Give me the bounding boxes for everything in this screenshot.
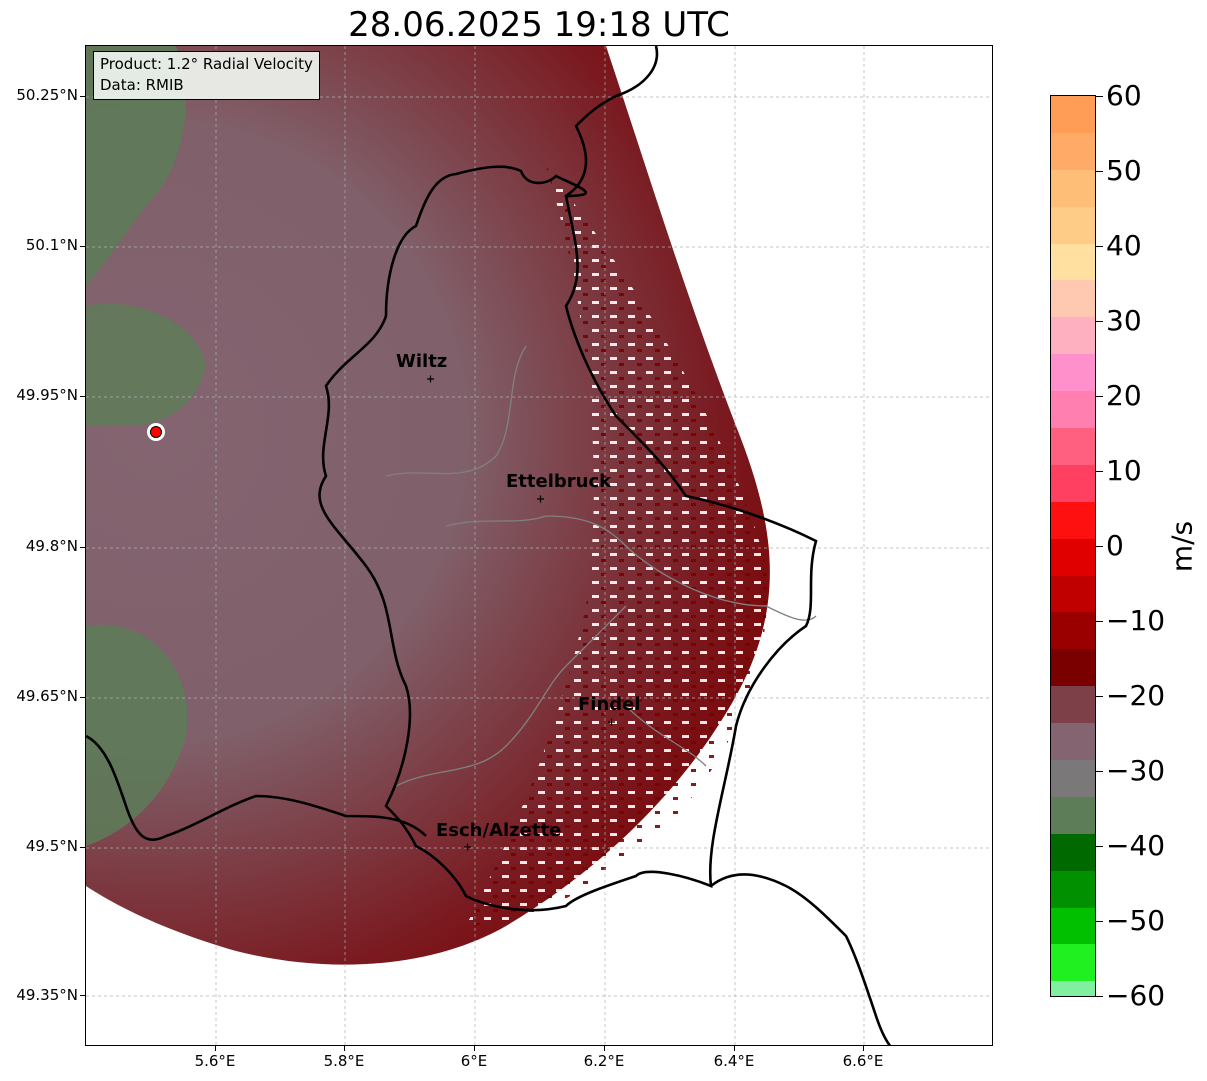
lat-tick-label: 49.65°N bbox=[16, 687, 78, 705]
colorbar-tick-label: 40 bbox=[1106, 229, 1142, 262]
lon-tick-label: 6°E bbox=[460, 1052, 488, 1070]
data-source-label: Data: RMIB bbox=[100, 76, 184, 94]
border-france-belgium bbox=[86, 734, 427, 842]
colorbar-tick-label: 30 bbox=[1106, 304, 1142, 337]
lat-tick-label: 50.25°N bbox=[16, 86, 78, 104]
inbound-velocity-area bbox=[86, 46, 186, 286]
lat-tick-label: 49.8°N bbox=[25, 537, 78, 555]
lat-tick-label: 49.5°N bbox=[25, 837, 78, 855]
colorbar-tick-label: −40 bbox=[1106, 829, 1166, 862]
colorbar-tick-label: 20 bbox=[1106, 379, 1142, 412]
lat-tick-label: 50.1°N bbox=[25, 236, 78, 254]
colorbar-tick-label: 60 bbox=[1106, 79, 1142, 112]
city-label: Esch/Alzette bbox=[436, 820, 562, 841]
colorbar-tick-label: −20 bbox=[1106, 679, 1166, 712]
city-label: Findel bbox=[578, 694, 641, 715]
river bbox=[395, 605, 707, 787]
colorbar-unit-label: m/s bbox=[1165, 520, 1199, 573]
colorbar bbox=[1050, 95, 1096, 997]
river bbox=[385, 345, 817, 621]
border-luxembourg bbox=[318, 165, 818, 912]
lat-tick-label: 49.35°N bbox=[16, 986, 78, 1004]
colorbar-tick-label: 0 bbox=[1106, 529, 1124, 562]
radar-map bbox=[85, 45, 993, 1046]
city-markers bbox=[427, 375, 615, 851]
outbound-speckle bbox=[466, 166, 768, 926]
colorbar-tick-label: −10 bbox=[1106, 604, 1166, 637]
colorbar-tick-label: −30 bbox=[1106, 754, 1166, 787]
map-title: 28.06.2025 19:18 UTC bbox=[348, 5, 730, 45]
inbound-velocity-area bbox=[86, 624, 188, 846]
gridlines bbox=[86, 46, 992, 1045]
lon-tick-label: 5.6°E bbox=[194, 1052, 236, 1070]
product-label: Product: 1.2° Radial Velocity bbox=[100, 55, 313, 73]
inbound-velocity-area bbox=[86, 303, 206, 426]
border-germany bbox=[565, 46, 892, 1045]
lon-tick-label: 5.8°E bbox=[323, 1052, 365, 1070]
colorbar-tick-label: 10 bbox=[1106, 454, 1142, 487]
product-info-box: Product: 1.2° Radial Velocity Data: RMIB bbox=[93, 51, 320, 100]
lon-tick-label: 6.2°E bbox=[583, 1052, 625, 1070]
lat-tick-label: 49.95°N bbox=[16, 386, 78, 404]
lon-tick-label: 6.6°E bbox=[842, 1052, 884, 1070]
radar-map-canvas bbox=[86, 46, 992, 1045]
colorbar-tick-label: 50 bbox=[1106, 154, 1142, 187]
colorbar-tick-label: −50 bbox=[1106, 904, 1166, 937]
city-label: Wiltz bbox=[396, 351, 448, 372]
lon-tick-label: 6.4°E bbox=[713, 1052, 755, 1070]
city-label: Ettelbruck bbox=[506, 471, 612, 492]
radar-site-marker bbox=[150, 426, 162, 438]
colorbar-tick-label: −60 bbox=[1106, 979, 1166, 1012]
